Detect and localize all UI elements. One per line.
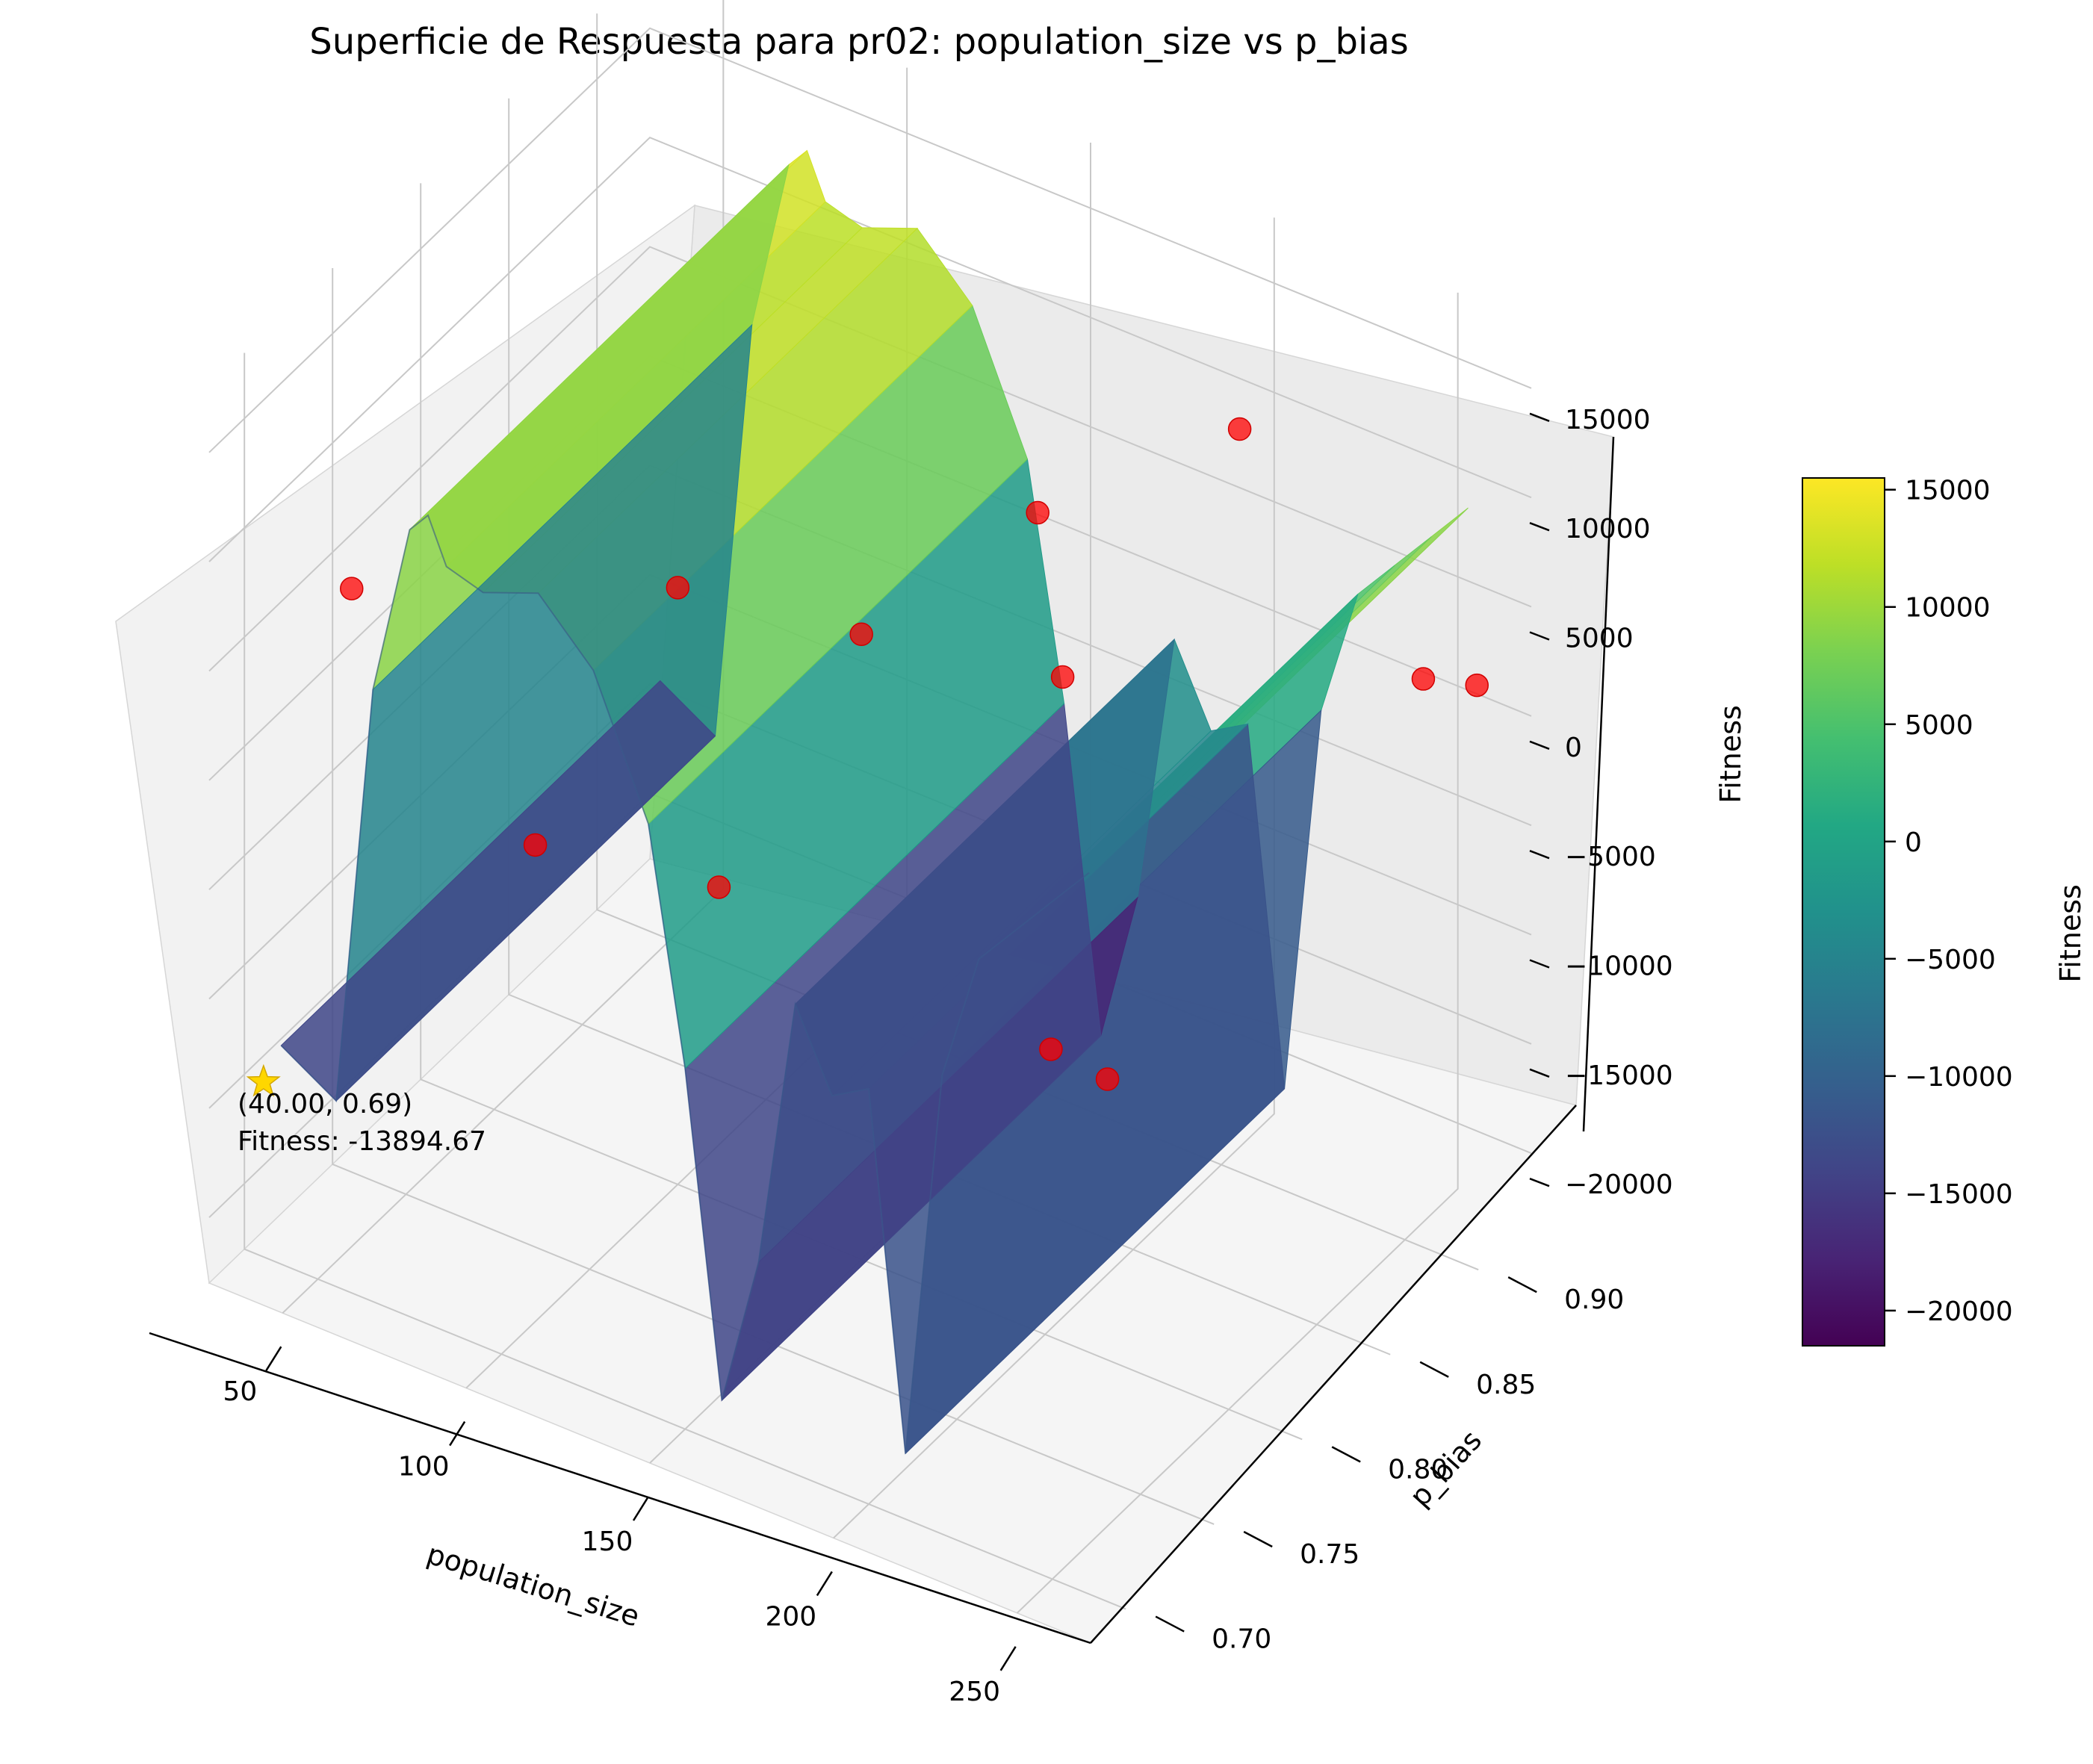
x-tick-mark xyxy=(632,1496,650,1521)
scatter-point xyxy=(1465,673,1489,698)
colorbar-tick-label: −15000 xyxy=(1905,1179,2013,1210)
scatter-point xyxy=(1227,417,1252,441)
axis-lines xyxy=(149,436,1615,1645)
y-tick-label: 0.90 xyxy=(1564,1285,1624,1315)
colorbar-tick-label: 10000 xyxy=(1905,593,1991,624)
colorbar: −20000 −15000 −10000 −5000 0 5000 10000 15000 F… xyxy=(1802,476,2087,1347)
y-tick-mark xyxy=(1331,1446,1361,1463)
best-point-group: (40.00, 0.69) Fitness: -13894.67 xyxy=(238,1063,486,1157)
x-tick-label: 250 xyxy=(949,1677,1000,1707)
y-axis-ticks: 0.70 0.75 0.80 0.85 0.90 xyxy=(1155,1276,1624,1655)
x-tick-label: 150 xyxy=(582,1527,633,1557)
z-tick-label: 15000 xyxy=(1565,405,1651,435)
x-tick-mark xyxy=(816,1571,833,1597)
z-tick-mark xyxy=(1529,412,1550,422)
z-tick-mark xyxy=(1529,521,1550,532)
colorbar-tick-label: −5000 xyxy=(1905,945,1996,975)
colorbar-tick-label: 15000 xyxy=(1905,476,1991,506)
colorbar-tick-label: 5000 xyxy=(1905,710,1973,741)
x-tick-mark xyxy=(449,1420,466,1447)
z-tick-label: −20000 xyxy=(1565,1170,1673,1200)
y-gridline xyxy=(244,353,1126,1610)
z-gridline xyxy=(208,246,1532,672)
z-tick-label: −10000 xyxy=(1565,951,1673,982)
y-tick-label: 0.75 xyxy=(1300,1539,1359,1570)
y-tick-label: 0.70 xyxy=(1212,1624,1271,1655)
surface-front-edge xyxy=(280,514,1090,1454)
x-axis-ticks: 50 100 150 200 250 xyxy=(223,1346,1017,1707)
scatter-points xyxy=(340,417,1489,1091)
y-tick-label: 0.85 xyxy=(1476,1370,1536,1400)
scatter-point xyxy=(1039,1037,1063,1061)
x-gridline xyxy=(1016,292,1459,1614)
z-tick-mark xyxy=(1529,740,1550,750)
scatter-point xyxy=(1050,665,1075,689)
z-tick-label: 0 xyxy=(1565,733,1582,763)
x-tick-label: 100 xyxy=(398,1452,450,1482)
colorbar-tick-label: −20000 xyxy=(1905,1296,2013,1327)
best-point-annotation-line2: Fitness: -13894.67 xyxy=(238,1126,486,1157)
z-axis-line xyxy=(1582,436,1615,1132)
z-tick-label: 10000 xyxy=(1565,514,1651,544)
colorbar-tick-label: −10000 xyxy=(1905,1062,2013,1093)
y-axis-line xyxy=(1090,1105,1577,1644)
scatter-point xyxy=(1411,667,1436,691)
colorbar-ticks: −20000 −15000 −10000 −5000 0 5000 10000 15000 xyxy=(1885,476,2013,1327)
best-point-star-icon xyxy=(246,1063,281,1097)
z-tick-label: −15000 xyxy=(1565,1060,1673,1091)
z-gridline xyxy=(208,27,1532,453)
z-gridline xyxy=(208,136,1532,562)
scatter-point xyxy=(1026,500,1049,525)
y-tick-mark xyxy=(1155,1615,1185,1633)
x-gridline xyxy=(833,217,1275,1539)
z-axis-ticks: −20000 −15000 −10000 −5000 0 5000 10000 15000 xyxy=(1529,405,1673,1200)
z-tick-label: −5000 xyxy=(1565,842,1656,872)
y-tick-mark xyxy=(1419,1361,1449,1378)
x-tick-label: 50 xyxy=(223,1376,257,1407)
colorbar-gradient xyxy=(1802,477,1885,1347)
x-tick-label: 200 xyxy=(765,1601,816,1632)
chart-title: Superficie de Respuesta para pr02: popul… xyxy=(309,21,1408,63)
scatter-point xyxy=(666,576,690,600)
scatter-point xyxy=(1095,1067,1120,1091)
z-tick-mark xyxy=(1529,631,1550,641)
z-tick-mark xyxy=(1529,1068,1550,1078)
best-point-annotation-line1: (40.00, 0.69) xyxy=(238,1089,412,1119)
x-axis-line xyxy=(149,1332,1091,1645)
z-tick-mark xyxy=(1529,959,1550,969)
scatter-point xyxy=(340,577,364,600)
response-surface xyxy=(280,149,1469,1455)
colorbar-label: Fitness xyxy=(2054,884,2087,983)
scatter-point xyxy=(523,833,548,857)
scatter-point xyxy=(707,875,731,899)
y-tick-mark xyxy=(1243,1530,1273,1548)
z-tick-mark xyxy=(1529,1178,1550,1187)
colorbar-tick-label: 0 xyxy=(1905,827,1922,858)
x-tick-mark xyxy=(999,1646,1017,1671)
x-tick-mark xyxy=(265,1346,282,1371)
z-axis-label: Fitness xyxy=(1714,705,1747,804)
z-tick-label: 5000 xyxy=(1565,623,1634,653)
y-tick-label: 0.80 xyxy=(1388,1454,1448,1485)
z-tick-mark xyxy=(1529,850,1550,860)
scatter-point xyxy=(849,622,873,647)
y-tick-mark xyxy=(1507,1276,1537,1294)
